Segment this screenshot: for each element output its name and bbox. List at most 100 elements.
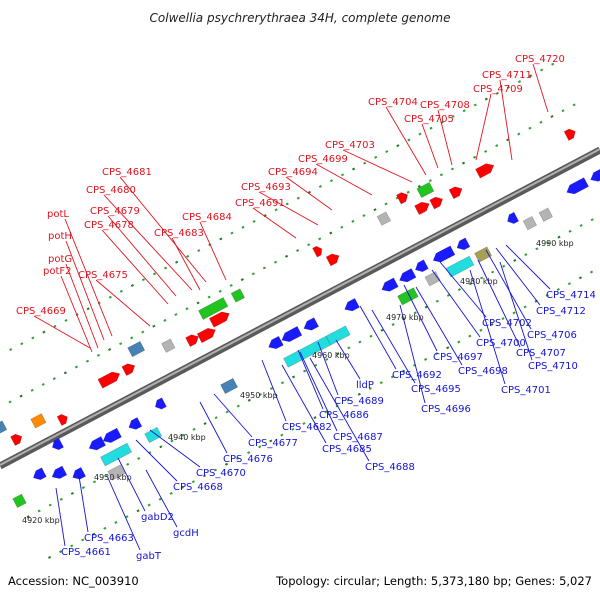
gene-arrow-shape [97, 371, 121, 389]
track-tick [114, 521, 118, 524]
track-tick [325, 357, 329, 361]
gene-reverse-arrow [154, 397, 167, 410]
gene-arrow-shape [208, 311, 230, 328]
track-tick [346, 398, 350, 402]
track-tick [192, 427, 196, 431]
track-tick [307, 243, 311, 247]
gene-arrow-shape [312, 245, 323, 258]
track-tick [318, 237, 322, 241]
map-title: Colwellia psychrerythraea 34H, complete … [150, 11, 451, 25]
track-tick [484, 97, 488, 101]
leader-line [297, 349, 324, 410]
track-tick [401, 369, 406, 373]
track-tick [85, 359, 90, 363]
track-tick [468, 334, 472, 338]
track-tick [52, 377, 56, 381]
track-tick [347, 346, 351, 350]
gene-arrow-shape [33, 467, 47, 481]
leader-line [117, 457, 146, 512]
gene-arrow-shape [303, 317, 320, 331]
leader-line [281, 364, 327, 444]
leader-line [309, 357, 370, 462]
track-tick [269, 439, 273, 443]
track-tick [236, 404, 240, 408]
gene-reverse-arrow [566, 177, 589, 195]
gene-label-forward: CPS_4681 [102, 167, 152, 178]
leader-line [64, 218, 113, 337]
gene-box-shape [161, 338, 176, 353]
gene-box [161, 338, 176, 353]
leader-line [477, 259, 521, 348]
track-tick [517, 132, 521, 136]
track-tick [329, 231, 333, 235]
track-tick [47, 555, 52, 559]
leader-line [399, 304, 426, 404]
gene-box [107, 464, 126, 481]
gene-label-reverse: CPS_4686 [319, 410, 369, 421]
gene-arrow-shape [325, 253, 340, 267]
track-tick [180, 486, 184, 490]
track-tick [37, 509, 41, 513]
track-tick [258, 445, 262, 449]
gene-label-forward: CPS_4704 [368, 97, 418, 108]
gene-arrow-shape [399, 268, 417, 283]
gene-label-forward: CPS_4675 [78, 270, 128, 281]
gene-reverse-arrow [399, 268, 417, 283]
gene-label-reverse: gcdH [173, 528, 199, 539]
track-tick [141, 278, 146, 282]
leader-line [199, 221, 227, 281]
gene-reverse-arrow [303, 317, 320, 331]
gene-arrow-shape [396, 192, 408, 205]
gene-box [230, 288, 246, 303]
track-tick [495, 144, 499, 148]
track-tick [64, 318, 68, 322]
gene-box [12, 493, 27, 509]
track-tick [484, 149, 488, 153]
gene-label-reverse: CPS_4714 [546, 290, 596, 301]
gene-forward-arrow [448, 186, 463, 200]
gene-box-shape [0, 420, 8, 435]
track-tick [424, 305, 428, 309]
track-tick [450, 167, 455, 171]
track-tick [202, 474, 206, 478]
gene-label-forward: potF2 [43, 266, 72, 277]
track-tick [446, 293, 450, 297]
track-tick [517, 80, 522, 84]
track-tick [108, 348, 112, 351]
leader-line [213, 393, 253, 438]
track-tick [280, 381, 285, 385]
track-tick [9, 348, 13, 352]
track-tick [59, 550, 63, 554]
gene-label-forward: CPS_4679 [90, 206, 140, 217]
gene-forward-arrow [121, 363, 136, 377]
gene-box [416, 181, 435, 199]
track-tick [119, 289, 123, 293]
track-tick [568, 229, 572, 233]
track-tick [473, 103, 477, 107]
track-tick [230, 231, 234, 235]
gene-label-reverse: CPS_4670 [196, 468, 246, 479]
track-tick [130, 336, 134, 340]
track-tick [103, 526, 107, 530]
track-tick [540, 68, 544, 72]
track-tick [181, 433, 185, 437]
track-tick [363, 161, 367, 165]
gene-arrow-shape [414, 201, 430, 216]
gene-label-reverse: CPS_4682 [282, 422, 332, 433]
leader-line [437, 109, 453, 166]
track-tick [417, 184, 421, 188]
gene-forward-arrow [396, 192, 408, 205]
leader-line [55, 487, 66, 547]
gene-box [198, 297, 229, 320]
track-tick [92, 480, 97, 484]
track-tick [324, 410, 328, 414]
track-tick [413, 311, 417, 315]
scale-label: 4930 kbp [94, 473, 132, 482]
gene-forward-arrow [414, 201, 430, 216]
gene-forward-arrow [325, 253, 340, 267]
track-tick [472, 155, 477, 159]
track-tick [502, 264, 506, 268]
summary-text: Topology: circular; Length: 5,373,180 bp… [275, 574, 592, 588]
gene-box-shape [100, 442, 133, 467]
